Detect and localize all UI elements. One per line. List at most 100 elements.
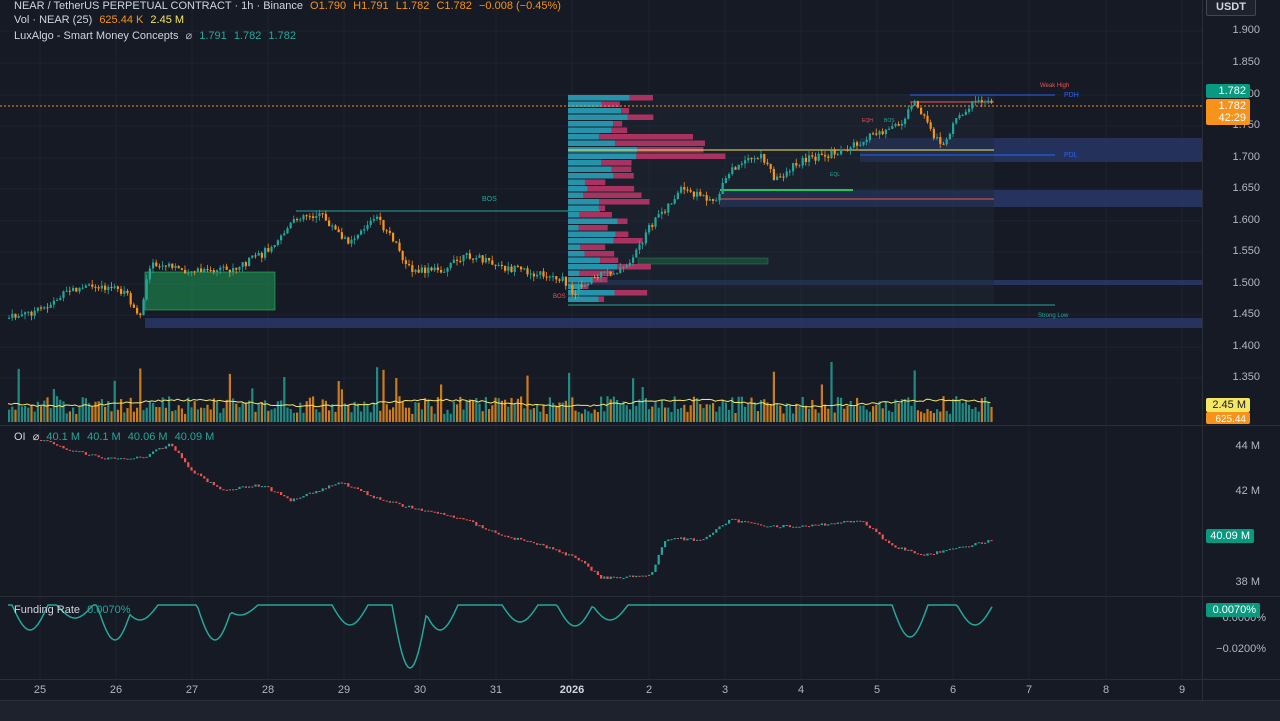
volume-bar xyxy=(619,403,622,422)
oi-candle xyxy=(833,523,836,525)
profile-bar-down xyxy=(598,205,606,211)
candle-body xyxy=(136,307,139,314)
oi-candle xyxy=(379,497,382,500)
volume-bar xyxy=(840,397,843,422)
weak-high-label: Weak High xyxy=(1040,83,1069,89)
volume-bar xyxy=(251,388,254,422)
oi-candle xyxy=(753,522,756,524)
volume-bar xyxy=(27,407,30,422)
oi-candle xyxy=(734,518,737,520)
profile-bar-up xyxy=(568,264,618,270)
candle-body xyxy=(120,288,123,294)
candle-body xyxy=(961,114,964,116)
candle-body xyxy=(350,239,353,244)
volume-bar xyxy=(430,406,433,422)
oi-candle xyxy=(872,528,875,530)
candle-body xyxy=(203,268,206,273)
candle-body xyxy=(696,191,699,197)
candle-body xyxy=(702,195,705,197)
oi-candle xyxy=(580,560,583,562)
pane-divider-oi[interactable] xyxy=(0,425,1280,426)
volume-bar xyxy=(14,409,17,422)
oi-legend[interactable]: OI ⌀ 40.1 M 40.1 M 40.06 M 40.09 M xyxy=(14,430,218,443)
candle-body xyxy=(606,271,609,273)
oi-candle xyxy=(331,485,334,487)
candle-body xyxy=(948,133,951,140)
oi-candle xyxy=(942,550,945,553)
candle-body xyxy=(651,224,654,227)
symbol-title[interactable]: NEAR / TetherUS PERPETUAL CONTRACT · 1h … xyxy=(14,0,303,12)
eye-slash-icon[interactable]: ⌀ xyxy=(185,30,193,42)
volume-legend[interactable]: Vol · NEAR (25) 625.44 K 2.45 M xyxy=(14,14,188,26)
oi-candle xyxy=(980,542,983,544)
pane-divider-funding[interactable] xyxy=(0,596,1280,597)
candle-body xyxy=(228,269,231,273)
volume-bar xyxy=(446,409,449,422)
volume-bar xyxy=(276,401,279,422)
volume-bar xyxy=(148,401,151,422)
candle-body xyxy=(49,304,52,308)
time-tick: 6 xyxy=(949,684,957,696)
oi-candle xyxy=(776,525,779,528)
bos-label-top: BOS xyxy=(884,118,895,124)
volume-bar xyxy=(436,397,439,422)
currency-unit-button[interactable]: USDT xyxy=(1206,0,1256,16)
oi-candle xyxy=(280,492,283,495)
volume-bar xyxy=(846,405,849,422)
candle-body xyxy=(132,304,135,308)
smc-legend[interactable]: LuxAlgo - Smart Money Concepts ⌀ 1.791 1… xyxy=(14,29,300,42)
volume-bar xyxy=(769,403,772,422)
oi-candle xyxy=(603,576,606,579)
oi-candle xyxy=(312,492,315,494)
oi-pane[interactable] xyxy=(0,426,1202,596)
candle-body xyxy=(932,128,935,139)
chart-canvas[interactable]: BOS BOS Weak High PDH PDL EQH BOS EQL St… xyxy=(0,0,1280,700)
volume-bar xyxy=(968,404,971,422)
volume-bar xyxy=(667,407,670,422)
volume-value-badge: 625.44 K xyxy=(1206,412,1250,424)
candle-body xyxy=(187,272,190,274)
oi-candle xyxy=(539,543,542,545)
candle-body xyxy=(952,123,955,134)
candle-body xyxy=(814,156,817,161)
candle-body xyxy=(459,260,462,262)
volume-legend-name[interactable]: Vol · NEAR (25) xyxy=(14,14,93,26)
oi-candle xyxy=(91,454,94,456)
candle-body xyxy=(638,244,641,250)
profile-bar-up xyxy=(568,199,600,205)
funding-legend-name[interactable]: Funding Rate xyxy=(14,604,81,616)
oi-legend-name[interactable]: OI xyxy=(14,431,26,443)
volume-bar xyxy=(100,399,103,422)
oi-candle xyxy=(97,455,100,458)
candle-body xyxy=(456,259,459,261)
candle-body xyxy=(52,300,55,305)
candle-body xyxy=(824,154,827,157)
oi-candle xyxy=(372,495,375,499)
candle-body xyxy=(984,101,987,103)
volume-bar xyxy=(657,407,660,422)
candle-body xyxy=(219,267,222,271)
eye-slash-icon[interactable]: ⌀ xyxy=(32,431,40,443)
oi-candle xyxy=(180,453,183,459)
volume-bar xyxy=(907,397,910,422)
oi-candle xyxy=(302,496,305,498)
oi-candle xyxy=(404,506,407,508)
candle-body xyxy=(632,257,635,263)
oi-candle xyxy=(299,497,302,499)
oi-candle xyxy=(81,451,84,453)
smc-legend-name[interactable]: LuxAlgo - Smart Money Concepts xyxy=(14,30,179,42)
oi-candle xyxy=(363,491,366,493)
symbol-legend[interactable]: NEAR / TetherUS PERPETUAL CONTRACT · 1h … xyxy=(14,0,565,12)
volume-bar xyxy=(740,396,743,422)
funding-line xyxy=(8,604,993,669)
oi-candle xyxy=(840,522,843,524)
candle-body xyxy=(721,182,724,194)
funding-pane[interactable] xyxy=(0,597,1202,679)
candle-body xyxy=(913,101,916,106)
candle-body xyxy=(641,243,644,245)
candle-body xyxy=(427,267,430,273)
oi-candle xyxy=(433,511,436,513)
candle-body xyxy=(180,268,183,270)
funding-legend[interactable]: Funding Rate 0.0070% xyxy=(14,604,135,616)
oi-candle xyxy=(660,547,663,555)
